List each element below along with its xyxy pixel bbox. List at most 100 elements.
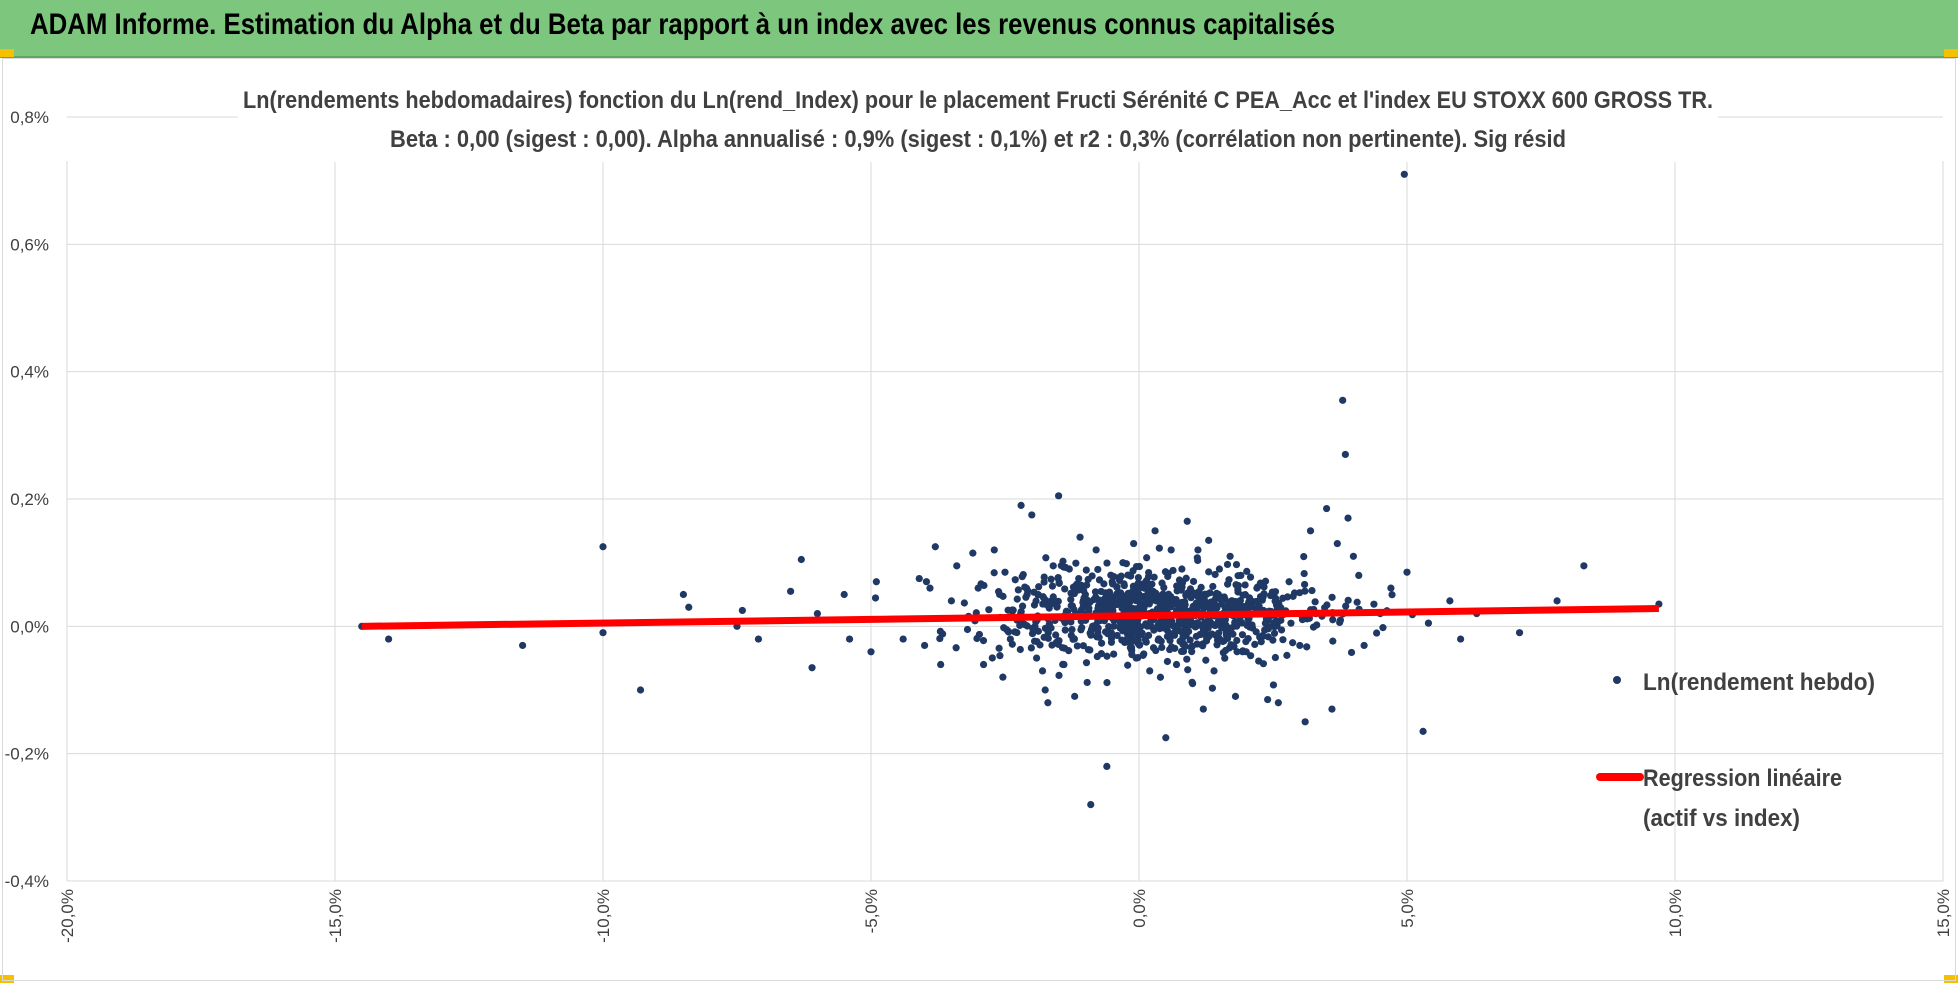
- scatter-point: [1128, 637, 1137, 645]
- scatter-point: [1403, 568, 1411, 576]
- scatter-point: [1226, 600, 1234, 608]
- y-tick-label: -0,4%: [5, 872, 49, 891]
- scatter-point: [1208, 684, 1217, 692]
- scatter-point: [1232, 581, 1240, 589]
- scatter-point: [1062, 607, 1070, 615]
- scatter-point: [1044, 699, 1052, 707]
- scatter-point: [1041, 600, 1050, 608]
- scatter-point: [1018, 602, 1027, 610]
- scatter-point: [1089, 622, 1097, 630]
- scatter-point: [1252, 628, 1260, 636]
- scatter-point: [1333, 539, 1341, 548]
- scatter-point: [1091, 588, 1100, 596]
- x-tick-label: 5,0%: [1398, 889, 1417, 928]
- scatter-point: [1419, 727, 1427, 735]
- x-tick-label: 15,0%: [1934, 889, 1953, 937]
- scatter-point: [1234, 572, 1242, 580]
- scatter-point: [685, 603, 693, 611]
- scatter-point: [797, 555, 805, 564]
- scatter-point: [1177, 627, 1185, 636]
- scatter-point: [1300, 580, 1309, 589]
- scatter-point: [1192, 599, 1200, 607]
- scatter-point: [922, 578, 931, 586]
- y-tick-label: 0,4%: [10, 363, 49, 382]
- scatter-point: [1171, 628, 1180, 636]
- scatter-point: [1082, 581, 1091, 589]
- scatter-point: [1283, 651, 1291, 659]
- scatter-point: [1124, 661, 1132, 669]
- scatter-point: [1155, 544, 1163, 552]
- scatter-point: [1068, 626, 1076, 634]
- scatter-point: [1342, 602, 1350, 610]
- scatter-point: [1013, 595, 1021, 603]
- scatter-point: [1233, 636, 1241, 645]
- legend-label-scatter: Ln(rendement hebdo): [1643, 669, 1875, 696]
- scatter-point: [1069, 583, 1078, 591]
- scatter-point: [1213, 589, 1221, 597]
- scatter-point: [1027, 644, 1035, 652]
- corner-marker-bottom-left: [0, 975, 14, 983]
- scatter-point: [1341, 450, 1349, 459]
- scatter-point: [1127, 644, 1136, 652]
- scatter-point: [1238, 631, 1247, 639]
- scatter-point: [1248, 602, 1256, 610]
- scatter-point: [990, 546, 998, 554]
- y-tick-label: 0,2%: [10, 490, 49, 509]
- scatter-point: [1313, 621, 1321, 629]
- scatter-point: [1213, 604, 1221, 612]
- scatter-point: [1096, 596, 1104, 604]
- scatter-point: [1040, 594, 1048, 602]
- scatter-point: [1079, 642, 1087, 650]
- scatter-point: [1032, 654, 1041, 662]
- scatter-point: [1103, 762, 1111, 771]
- scatter-point: [1158, 579, 1166, 587]
- regression-line: [361, 605, 1659, 630]
- scatter-point: [1224, 580, 1232, 588]
- report-title: ADAM Informe. Estimation du Alpha et du …: [30, 8, 1336, 41]
- scatter-point: [1199, 705, 1207, 713]
- scatter-point: [1009, 606, 1017, 614]
- scatter-point: [1160, 619, 1168, 627]
- scatter-point: [1355, 571, 1363, 580]
- scatter-point: [1238, 648, 1247, 656]
- scatter-point: [1135, 593, 1143, 602]
- scatter-point: [1000, 624, 1008, 632]
- scatter-point: [899, 635, 907, 643]
- scatter-point: [999, 673, 1007, 681]
- axes: -20,0% -15,0% -10,0% -5,0% 0,0% 5,0% 10,0% 15,0…: [5, 108, 1953, 943]
- scatter-point: [1164, 569, 1172, 577]
- scatter-point: [636, 686, 645, 694]
- scatter-point: [1277, 604, 1285, 612]
- scatter-point: [1162, 734, 1170, 742]
- scatter-point: [1344, 514, 1352, 522]
- scatter-point: [1135, 562, 1144, 571]
- corner-marker-top-right: [1944, 49, 1958, 57]
- scatter-point: [1084, 575, 1092, 584]
- scatter-point: [936, 634, 944, 643]
- scatter-point: [915, 574, 923, 583]
- scatter-point: [990, 569, 998, 577]
- scatter-point: [787, 587, 795, 595]
- scatter-point: [1110, 650, 1118, 658]
- y-tick-label: 0,0%: [10, 617, 49, 636]
- scatter-point: [1296, 641, 1304, 650]
- scatter-point: [1143, 554, 1151, 562]
- scatter-point: [1048, 582, 1057, 590]
- scatter-point: [1082, 659, 1091, 667]
- scatter-point: [1110, 622, 1118, 630]
- scatter-point: [1209, 582, 1217, 591]
- scatter-point: [1188, 648, 1196, 656]
- scatter-point: [1264, 623, 1273, 631]
- scatter-point: [1229, 630, 1237, 638]
- scatter-point: [1232, 560, 1241, 569]
- scatter-point: [1083, 678, 1091, 687]
- legend-label-regression-line2: (actif vs index): [1643, 805, 1800, 832]
- scatter-point: [840, 590, 848, 599]
- scatter-point: [1146, 667, 1154, 675]
- scatter-point: [1370, 600, 1378, 608]
- scatter-point: [1077, 626, 1085, 634]
- y-tick-label: 0,8%: [10, 108, 49, 127]
- scatter-point: [1308, 586, 1316, 595]
- scatter-point: [1167, 617, 1176, 625]
- x-tick-label: -10,0%: [594, 889, 613, 943]
